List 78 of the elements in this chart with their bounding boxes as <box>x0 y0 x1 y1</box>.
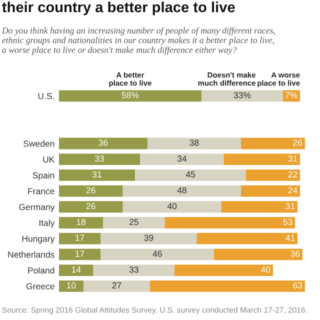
bar <box>164 217 296 228</box>
bar <box>246 169 300 181</box>
data-label: 38 <box>190 140 199 146</box>
bar <box>58 201 123 213</box>
bar <box>240 185 300 197</box>
bar <box>58 248 101 260</box>
data-label: 46 <box>152 250 162 257</box>
data-label: 40 <box>167 203 177 210</box>
y-tick-label: France <box>28 188 54 194</box>
y-tick-label: Spain <box>32 172 54 180</box>
bar <box>58 185 123 197</box>
bar <box>58 138 148 150</box>
bar <box>93 264 175 276</box>
bar <box>221 201 298 213</box>
data-label: 31 <box>288 155 298 162</box>
data-label: 24 <box>288 187 298 194</box>
data-label: 26 <box>293 140 302 146</box>
data-label: 53 <box>283 218 292 226</box>
data-label: 36 <box>98 140 108 146</box>
data-label: 31 <box>92 171 102 178</box>
chart-title: their country a better place to live <box>2 2 235 16</box>
data-label: 33% <box>234 92 251 98</box>
data-label: 33 <box>94 155 104 162</box>
bar <box>58 154 140 166</box>
data-label: 45 <box>186 171 196 178</box>
data-label: 22 <box>288 171 298 178</box>
data-label: 10 <box>66 282 76 289</box>
data-label: 34 <box>177 155 187 162</box>
bar <box>122 185 241 197</box>
data-label: 33 <box>129 266 138 273</box>
data-label: 36 <box>290 250 300 257</box>
y-tick-label: Netherlands <box>8 251 54 258</box>
y-tick-label: Sweden <box>23 140 54 147</box>
bar <box>196 232 298 244</box>
bar <box>58 232 101 244</box>
data-label: 17 <box>76 234 84 241</box>
data-label: 41 <box>286 234 295 241</box>
bar <box>58 264 94 276</box>
data-label: 18 <box>76 218 86 226</box>
data-label: 27 <box>112 282 122 288</box>
bar <box>58 169 136 181</box>
y-tick-label: U.S. <box>38 92 54 100</box>
data-label: 14 <box>72 266 81 273</box>
data-label: 39 <box>144 234 154 241</box>
data-label: 40 <box>260 266 270 273</box>
bar <box>58 280 84 292</box>
y-tick-label: Poland <box>28 267 54 274</box>
data-label: 17 <box>76 250 84 257</box>
bar <box>140 154 224 166</box>
bar <box>58 90 202 102</box>
bar <box>103 217 165 228</box>
bar <box>202 90 283 102</box>
y-tick-label: UK <box>43 156 55 163</box>
bar <box>83 280 150 292</box>
bar <box>224 154 300 166</box>
data-label: 7% <box>285 92 298 98</box>
bar <box>100 248 214 260</box>
data-label: 48 <box>177 187 186 194</box>
bar <box>174 264 273 276</box>
y-tick-label: Hungary <box>22 236 55 244</box>
data-label: 26 <box>86 187 96 194</box>
y-tick-label: Italy <box>39 220 55 228</box>
bar <box>147 138 241 150</box>
bar <box>122 201 222 213</box>
chart-subtitle: Do you think having an increasing number of people of many different races, ethnic groups and nationalities in our country makes it a better place to live, a worse place to live or doesn't make much difference either way? <box>2 27 275 55</box>
bar <box>58 217 104 228</box>
bar <box>214 248 302 260</box>
bar <box>240 138 305 150</box>
data-label: 26 <box>86 203 96 210</box>
data-label: 63 <box>293 282 302 289</box>
y-tick-label: Greece <box>26 283 54 290</box>
bar <box>150 280 305 292</box>
bar <box>135 169 246 181</box>
data-label: 58% <box>122 92 139 98</box>
bar <box>100 232 197 244</box>
y-tick-label: Germany <box>19 204 55 212</box>
data-label: 31 <box>286 203 295 210</box>
data-label: 25 <box>130 218 138 226</box>
